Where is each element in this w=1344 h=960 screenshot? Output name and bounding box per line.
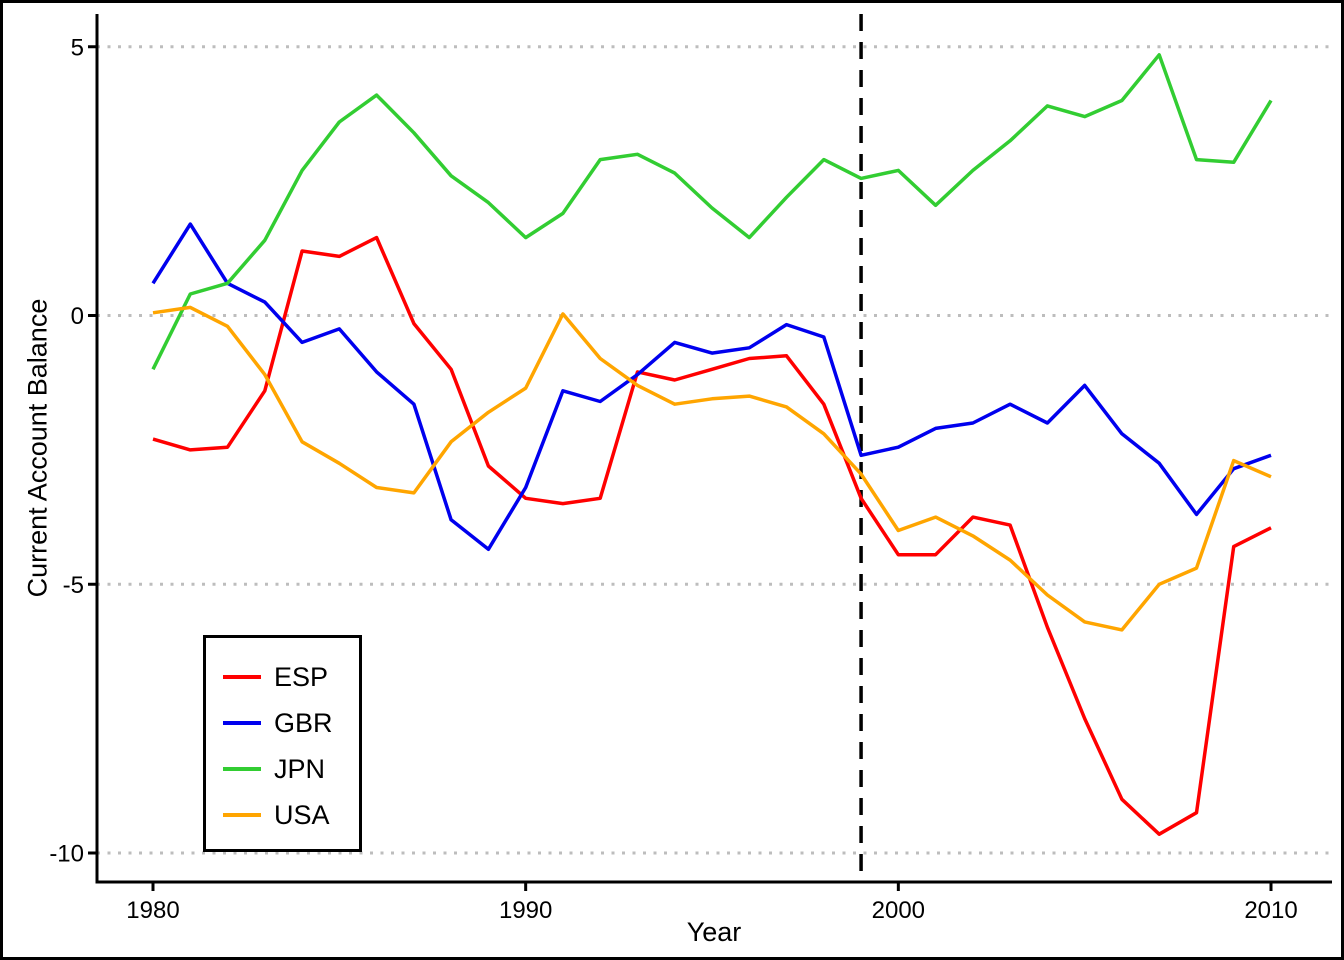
y-tick-label-5: 5: [71, 34, 84, 61]
legend-item-esp: ESP: [206, 654, 359, 700]
jpn-line-swatch: [223, 767, 261, 771]
legend-item-usa: USA: [206, 792, 359, 838]
y-tick-label--5: -5: [63, 572, 84, 599]
x-tick-label-2010: 2010: [1244, 897, 1297, 924]
legend-label-esp: ESP: [274, 661, 329, 692]
legend-item-jpn: JPN: [206, 746, 359, 792]
legend-label-usa: USA: [274, 799, 330, 830]
series-line-usa: [152, 305, 1272, 632]
series-line-gbr: [151, 222, 1272, 552]
esp-line-swatch: [223, 675, 261, 679]
y-tick-label--10: -10: [49, 841, 84, 868]
usa-line-swatch: [223, 813, 261, 817]
legend-label-gbr: GBR: [274, 707, 333, 738]
x-axis-title: Year: [686, 917, 742, 947]
y-tick-label-0: 0: [71, 303, 84, 330]
gbr-line-swatch: [223, 721, 261, 725]
legend-label-jpn: JPN: [274, 753, 326, 784]
y-axis-title: Current Account Balance: [22, 298, 53, 598]
x-tick-label-1990: 1990: [499, 897, 552, 924]
legend: ESP GBR JPN USA: [203, 635, 362, 852]
series-line-jpn: [151, 53, 1273, 371]
legend-item-gbr: GBR: [206, 700, 359, 746]
x-tick-label-2000: 2000: [872, 897, 925, 924]
series-line-esp: [152, 235, 1272, 836]
x-tick-label-1980: 1980: [126, 897, 179, 924]
